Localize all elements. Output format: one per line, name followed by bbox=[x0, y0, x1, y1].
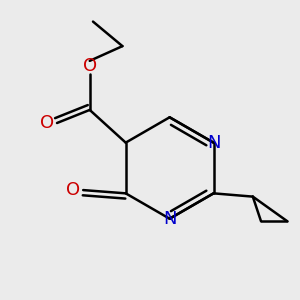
Text: N: N bbox=[163, 210, 176, 228]
Text: O: O bbox=[40, 114, 54, 132]
Text: O: O bbox=[83, 57, 97, 75]
Text: O: O bbox=[66, 181, 80, 199]
Text: N: N bbox=[207, 134, 220, 152]
